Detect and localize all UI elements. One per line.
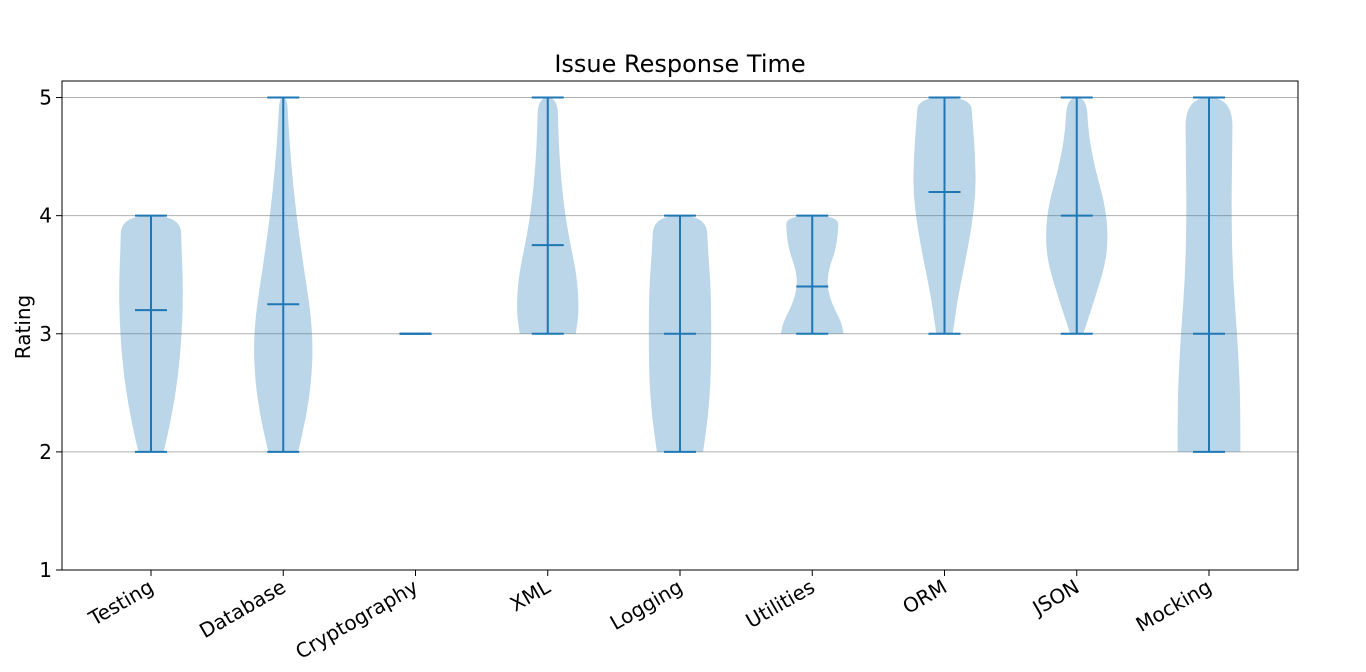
x-tick-label: XML <box>506 574 555 616</box>
x-tick-label: Mocking <box>1132 574 1216 636</box>
y-tick-label: 1 <box>39 558 52 582</box>
x-tick-label: JSON <box>1027 574 1083 620</box>
y-tick-label: 4 <box>39 204 52 228</box>
x-tick-label: ORM <box>898 574 951 618</box>
x-tick-label: Database <box>195 574 290 643</box>
y-tick-label: 5 <box>39 86 52 110</box>
x-tick-label: Utilities <box>742 574 819 632</box>
x-tick-label: Cryptography <box>291 574 422 663</box>
y-tick-label: 2 <box>39 440 52 464</box>
violin-lines <box>135 96 1225 453</box>
x-tick-label: Logging <box>606 574 687 634</box>
axis-ticks: 1 2 3 4 5 Testing Database Cryptography XML Loggi… <box>39 86 1215 664</box>
y-tick-label: 3 <box>39 322 52 346</box>
y-axis-title: Rating <box>11 295 35 359</box>
x-tick-label: Testing <box>84 574 158 630</box>
chart-title: Issue Response Time <box>554 50 805 78</box>
